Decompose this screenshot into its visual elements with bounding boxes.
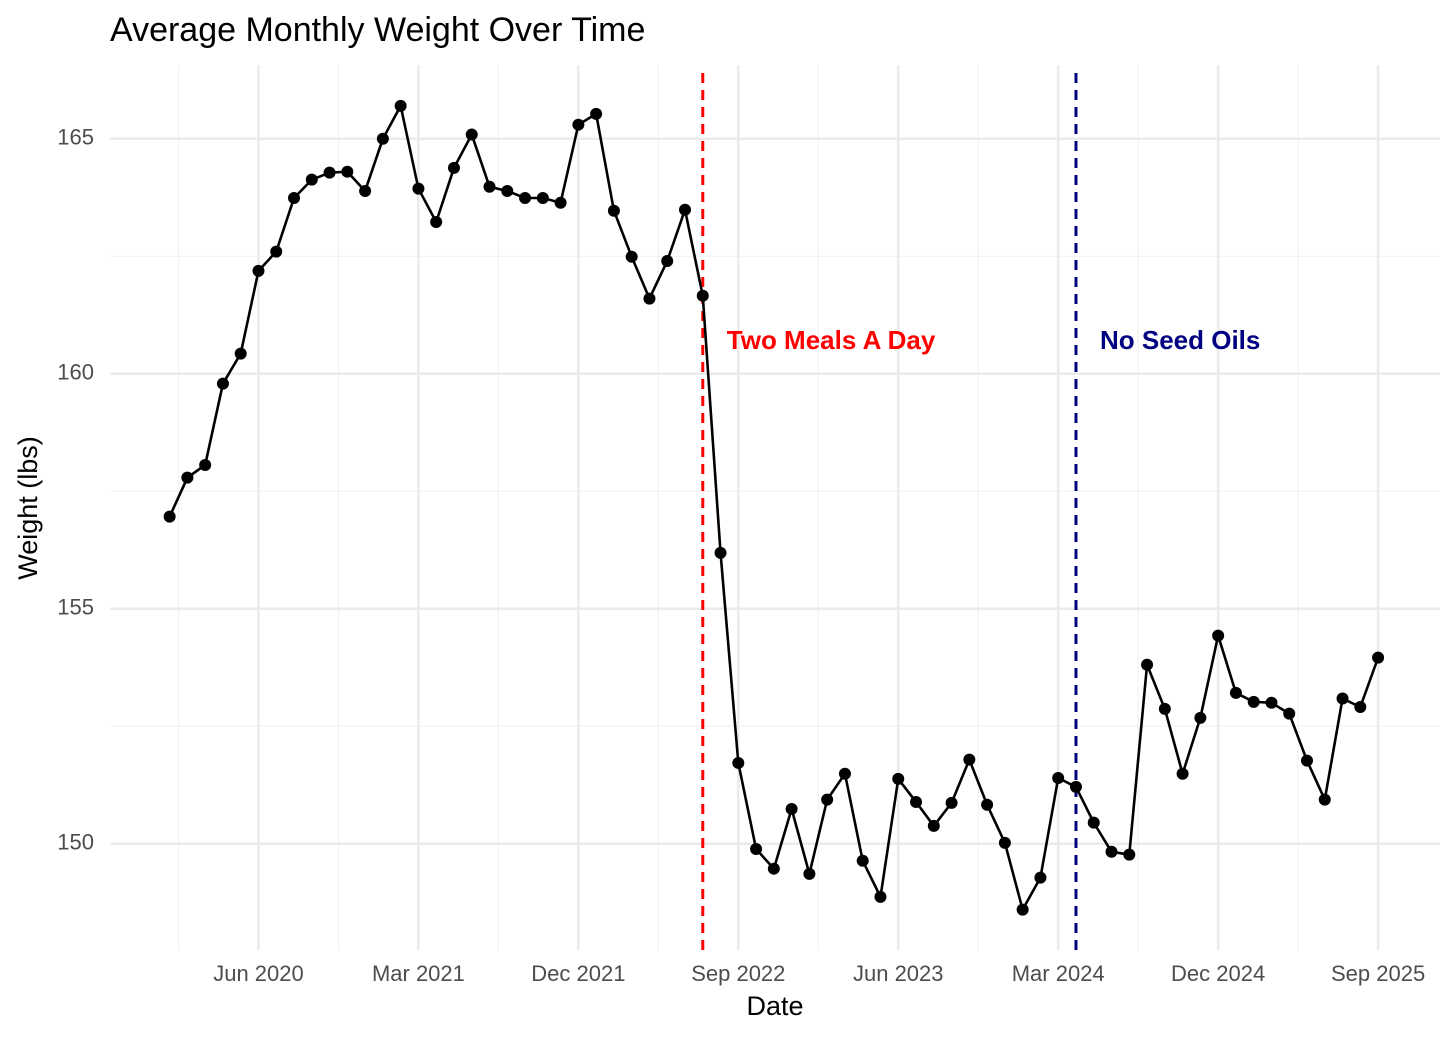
data-point — [590, 107, 603, 120]
chart-title: Average Monthly Weight Over Time — [110, 11, 645, 49]
x-tick-label: Dec 2024 — [1171, 961, 1265, 986]
y-tick-label: 160 — [57, 360, 94, 385]
data-point — [1123, 848, 1136, 861]
data-point — [910, 795, 923, 808]
data-point — [430, 215, 443, 228]
data-point — [1336, 692, 1349, 705]
data-point — [750, 842, 763, 855]
data-point — [927, 819, 940, 832]
data-point — [998, 836, 1011, 849]
data-point — [1141, 658, 1154, 671]
data-point — [536, 192, 549, 205]
data-point — [892, 772, 905, 785]
data-point — [1247, 695, 1260, 708]
data-point — [625, 250, 638, 263]
annotation-label: No Seed Oils — [1100, 325, 1260, 355]
data-point — [519, 192, 532, 205]
data-point — [252, 264, 265, 277]
data-point — [1158, 702, 1171, 715]
series-line — [168, 102, 1380, 914]
data-point — [1265, 696, 1278, 709]
data-point — [1069, 780, 1082, 793]
data-point — [234, 347, 247, 360]
x-axis-title: Date — [746, 991, 803, 1021]
y-tick-label: 150 — [57, 830, 94, 855]
data-point — [981, 798, 994, 811]
x-tick-label: Mar 2024 — [1012, 961, 1105, 986]
data-point — [785, 803, 798, 816]
data-point — [181, 471, 194, 484]
data-point — [1354, 701, 1367, 714]
data-point — [376, 132, 389, 145]
data-point — [803, 867, 816, 880]
data-point — [501, 184, 514, 197]
data-point — [1283, 707, 1296, 720]
y-tick-label: 155 — [57, 595, 94, 620]
data-point — [554, 196, 567, 209]
x-tick-label: Dec 2021 — [531, 961, 625, 986]
data-point — [163, 510, 176, 523]
data-point — [874, 890, 887, 903]
data-point — [1372, 651, 1385, 664]
data-point — [767, 862, 780, 875]
data-point — [856, 854, 869, 867]
data-point — [572, 118, 585, 131]
data-point — [341, 165, 354, 178]
data-point — [270, 245, 283, 258]
x-tick-label: Jun 2023 — [853, 961, 944, 986]
data-point — [1016, 903, 1029, 916]
annotation-label: Two Meals A Day — [727, 325, 936, 355]
data-point — [483, 180, 496, 193]
data-point — [821, 793, 834, 806]
x-tick-label: Mar 2021 — [372, 961, 465, 986]
data-point — [732, 756, 745, 769]
data-point — [199, 458, 212, 471]
data-point — [678, 203, 691, 216]
data-point — [643, 292, 656, 305]
data-point — [1212, 629, 1225, 642]
data-point — [714, 546, 727, 559]
data-point — [1229, 686, 1242, 699]
data-point — [394, 99, 407, 112]
data-point — [696, 289, 709, 302]
x-tick-label: Sep 2022 — [691, 961, 785, 986]
data-point — [305, 173, 318, 186]
data-point — [1301, 754, 1313, 767]
data-point — [661, 254, 674, 267]
data-point — [945, 796, 958, 809]
data-point — [447, 161, 460, 174]
data-point — [607, 204, 620, 217]
data-point — [1318, 793, 1331, 806]
x-tick-label: Jun 2020 — [213, 961, 304, 986]
y-axis-title: Weight (lbs) — [13, 436, 43, 580]
data-point — [288, 192, 301, 205]
data-point — [1194, 711, 1207, 724]
data-point — [1052, 771, 1065, 784]
data-point — [1034, 871, 1047, 884]
data-point — [323, 166, 336, 179]
data-point — [216, 377, 229, 390]
data-point — [412, 182, 425, 195]
y-tick-label: 165 — [57, 125, 94, 150]
data-point — [963, 753, 976, 766]
data-point — [838, 767, 851, 780]
x-tick-label: Sep 2025 — [1331, 961, 1425, 986]
data-point — [359, 184, 372, 197]
data-point — [1176, 767, 1189, 780]
data-point — [1087, 816, 1100, 829]
data-point — [1105, 845, 1118, 858]
data-point — [465, 128, 478, 141]
